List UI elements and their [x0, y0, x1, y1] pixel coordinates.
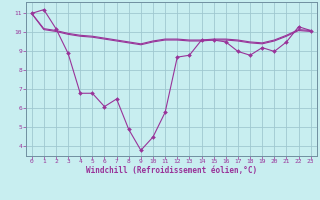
X-axis label: Windchill (Refroidissement éolien,°C): Windchill (Refroidissement éolien,°C): [86, 166, 257, 175]
